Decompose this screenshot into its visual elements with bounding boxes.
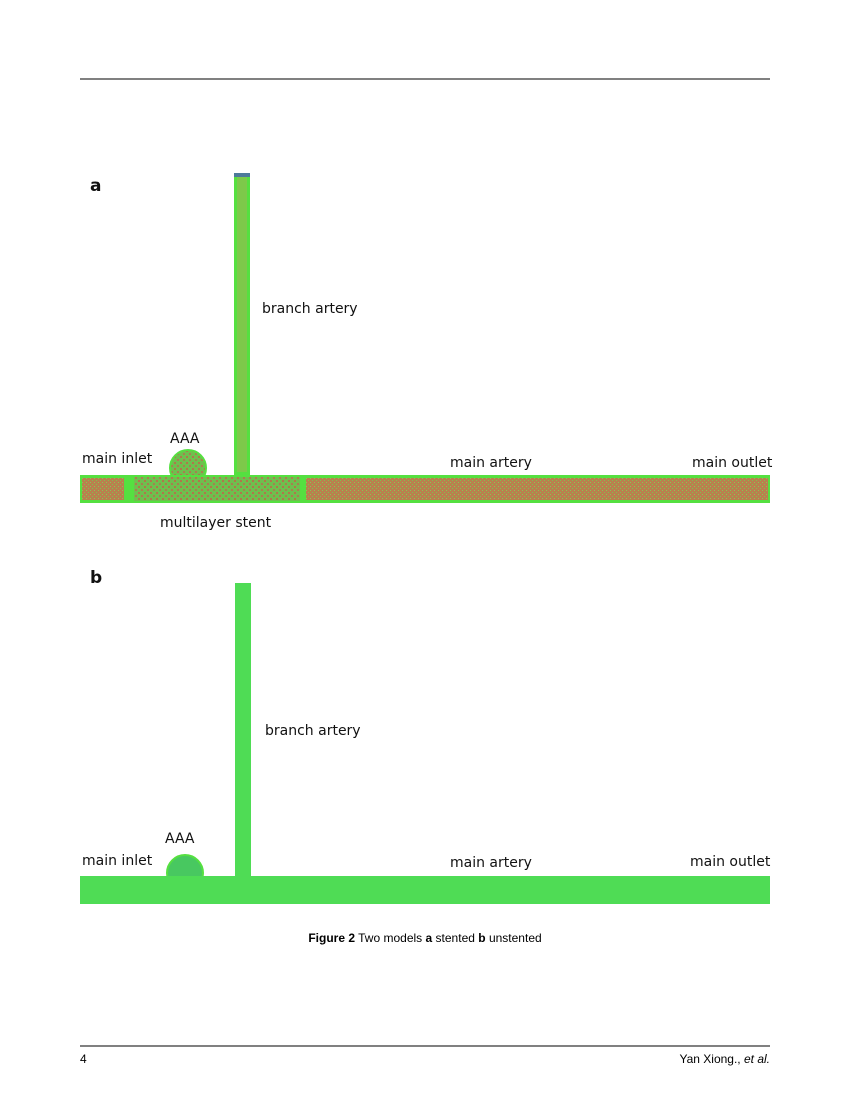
branch-outlet (234, 173, 250, 177)
caption: Figure 2 Two models a stented b unstente… (0, 931, 850, 945)
annotation: AAA (165, 831, 195, 847)
caption-panel: a (425, 931, 433, 945)
annotation: main inlet (82, 853, 153, 869)
annotation: main inlet (82, 451, 153, 467)
author: Yan Xiong., (679, 1052, 741, 1066)
caption-label: Figure 2 (308, 931, 356, 945)
running-author: Yan Xiong., et al. (679, 1052, 770, 1066)
stent-segment (134, 477, 300, 501)
panel-label: b (90, 568, 102, 588)
annotation: main outlet (690, 854, 771, 870)
outlet-segment (306, 478, 768, 500)
caption-panel: b (478, 931, 486, 945)
panel-label: a (90, 176, 101, 196)
annotation: branch artery (265, 723, 361, 739)
page-number: 4 (80, 1052, 87, 1066)
annotation: AAA (170, 431, 200, 447)
annotation: main artery (450, 455, 532, 471)
branch-artery (235, 583, 251, 879)
caption-text: Two models (358, 931, 423, 945)
branch-fill (237, 176, 247, 472)
annotation: main artery (450, 855, 532, 871)
annotation: multilayer stent (160, 515, 272, 531)
caption-text: unstented (488, 931, 542, 945)
et-al: et al. (743, 1052, 770, 1066)
inlet-segment (82, 478, 124, 500)
footer: 4 Yan Xiong., et al. (80, 1052, 770, 1066)
annotation: main outlet (692, 455, 773, 471)
main-artery (80, 876, 770, 904)
caption-text: stented (435, 931, 475, 945)
annotation: branch artery (262, 301, 358, 317)
